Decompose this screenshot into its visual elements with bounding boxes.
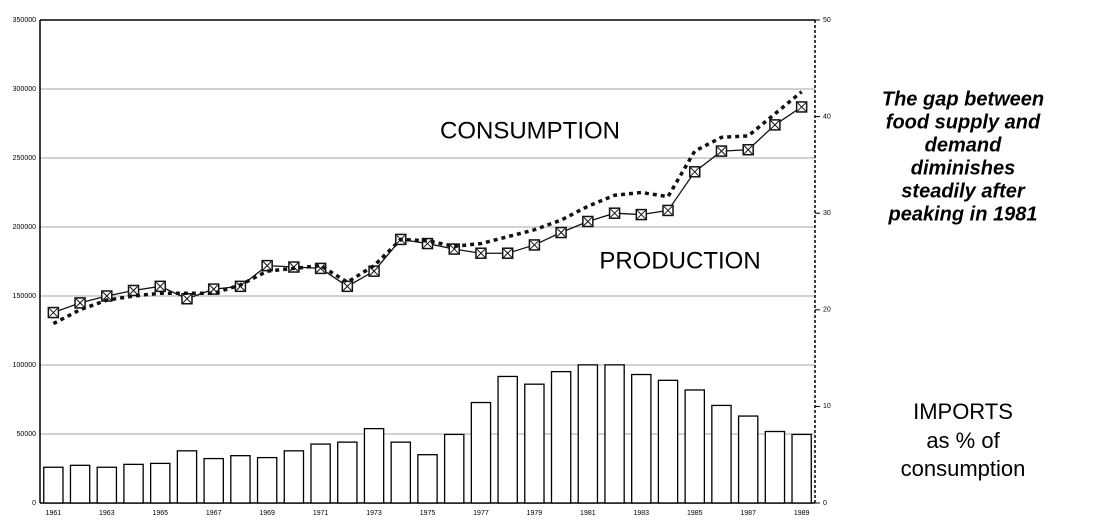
bar <box>256 456 278 504</box>
bar <box>283 450 305 504</box>
bar <box>737 415 759 504</box>
y2-tick-label: 10 <box>823 403 831 410</box>
x-tick-label: 1989 <box>794 510 810 517</box>
x-tick-label: 1979 <box>527 510 543 517</box>
y-tick-label: 350000 <box>13 17 36 24</box>
y-tick-label: 200000 <box>13 224 36 231</box>
note: diminishes <box>911 157 1015 179</box>
y2-tick-label: 20 <box>823 307 831 314</box>
x-tick-label: 1969 <box>259 510 275 517</box>
x-tick-label: 1963 <box>99 510 115 517</box>
y2-tick-label: 0 <box>823 500 827 507</box>
bar <box>203 457 224 504</box>
bar <box>363 427 385 504</box>
x-tick-label: 1981 <box>580 510 596 517</box>
y-tick-label: 300000 <box>13 86 36 93</box>
marker-cross <box>476 248 486 258</box>
marker-cross <box>155 281 165 291</box>
x-tick-label: 1971 <box>313 510 329 517</box>
y2-tick-label: 40 <box>823 113 831 120</box>
note: consumption <box>901 456 1026 481</box>
bar <box>764 430 786 504</box>
note: steadily after <box>901 180 1026 202</box>
marker-cross <box>610 208 619 218</box>
annotation: PRODUCTION <box>599 247 760 274</box>
x-tick-label: 1985 <box>687 510 703 517</box>
bar <box>176 450 198 504</box>
marker-cross <box>743 145 753 155</box>
x-tick-label: 1961 <box>46 510 62 517</box>
bar <box>96 466 118 504</box>
y-tick-label: 100000 <box>13 362 36 369</box>
marker-cross <box>717 146 726 156</box>
y2-tick-label: 50 <box>823 17 831 24</box>
note: peaking in 1981 <box>888 203 1038 225</box>
annotation: IMPORTS <box>913 399 1013 424</box>
bar <box>69 464 91 504</box>
x-tick-label: 1983 <box>634 510 650 517</box>
marker-cross <box>182 294 192 304</box>
bar <box>417 454 438 504</box>
y-tick-label: 150000 <box>13 293 36 300</box>
bar <box>684 389 706 504</box>
marker-cross <box>636 210 646 219</box>
marker-cross <box>262 261 272 270</box>
y2-tick-label: 30 <box>823 210 831 217</box>
bar <box>711 404 732 504</box>
x-tick-label: 1967 <box>206 510 222 517</box>
note: food supply and <box>886 111 1041 133</box>
bar <box>550 370 572 504</box>
marker-cross <box>797 102 806 112</box>
bar <box>123 463 144 504</box>
line <box>52 90 803 326</box>
x-tick-label: 1975 <box>420 510 436 517</box>
marker-cross <box>102 291 112 301</box>
bar <box>149 462 171 504</box>
bar <box>577 364 599 504</box>
marker-cross <box>75 298 85 308</box>
y-tick-label: 0 <box>32 500 36 507</box>
note: The gap between <box>882 88 1044 110</box>
x-tick-label: 1977 <box>473 510 489 517</box>
marker-cross <box>49 308 58 317</box>
marker-cross <box>129 286 138 295</box>
bar <box>791 433 812 504</box>
marker-cross <box>583 217 593 226</box>
note: as % of <box>926 428 1000 453</box>
marker-cross <box>342 281 352 291</box>
bar <box>470 401 492 504</box>
bar <box>310 443 331 504</box>
marker-cross <box>770 120 780 130</box>
marker-cross <box>663 206 673 215</box>
x-tick-label: 1973 <box>366 510 382 517</box>
bar <box>230 455 251 504</box>
bar <box>443 433 465 504</box>
x-tick-label: 1965 <box>152 510 168 517</box>
note: demand <box>925 134 1002 156</box>
marker-cross <box>556 228 566 237</box>
bar <box>43 466 64 504</box>
marker-cross <box>690 167 700 177</box>
bar <box>524 383 545 504</box>
y-tick-label: 50000 <box>17 431 37 438</box>
y-tick-label: 250000 <box>13 155 36 162</box>
annotation: CONSUMPTION <box>440 117 620 144</box>
x-tick-label: 1987 <box>740 510 756 517</box>
marker-cross <box>530 240 539 250</box>
bar <box>497 375 518 504</box>
bar <box>390 441 412 504</box>
bar <box>657 379 679 504</box>
bar <box>604 364 625 504</box>
bar <box>337 441 358 504</box>
marker-cross <box>503 248 513 258</box>
bar <box>631 373 652 504</box>
